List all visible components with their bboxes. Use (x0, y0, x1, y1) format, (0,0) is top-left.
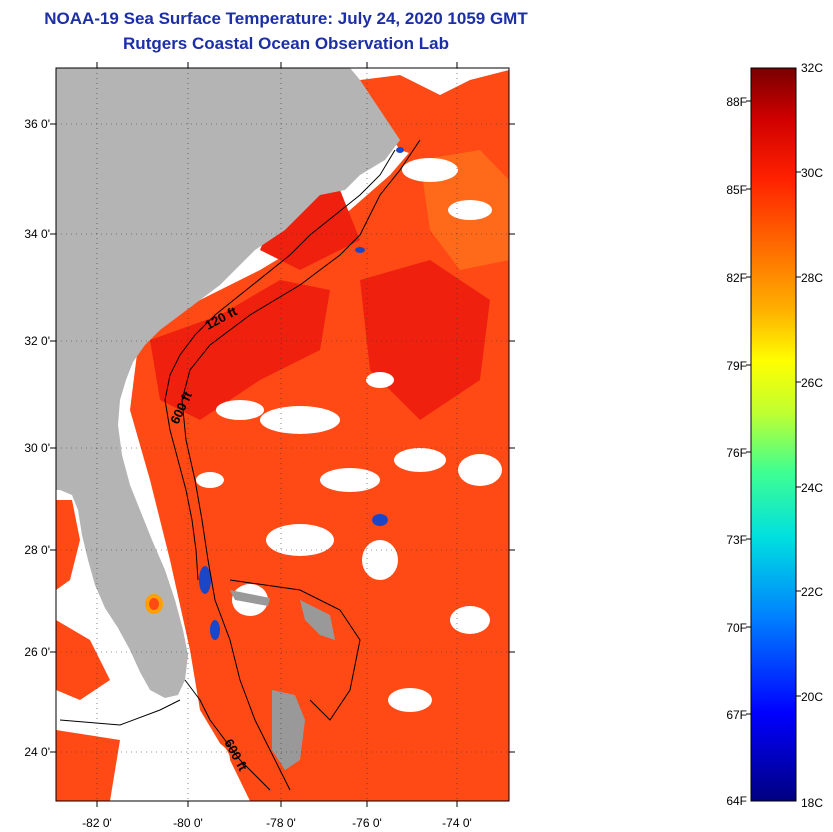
lat-label-32: 32 0' (24, 334, 50, 348)
lat-label-30: 30 0' (24, 441, 50, 455)
colorbar-label-28c: 28C (801, 271, 824, 285)
colorbar-label-18c: 18C (801, 796, 824, 810)
colorbar-label-64f: 64F (726, 794, 747, 808)
map-grid (56, 68, 509, 801)
map-subtitle: Rutgers Coastal Ocean Observation Lab (123, 34, 449, 53)
bathymetry-contours (59, 139, 421, 791)
colorbar-label-85f: 85F (726, 183, 747, 197)
colorbar-label-22c: 22C (801, 585, 824, 599)
lon-label-78: -78 0' (266, 816, 296, 830)
land-bahamas-abaco (300, 600, 335, 640)
colorbar-label-73f: 73F (726, 533, 747, 547)
colorbar-label-76f: 76F (726, 446, 747, 460)
colorbar-label-20c: 20C (801, 690, 824, 704)
colorbar-ticks (746, 100, 801, 715)
colorbar-label-70f: 70F (726, 621, 747, 635)
cloud-patches (170, 158, 502, 782)
cool-water-patches (199, 147, 404, 640)
land-mainland (56, 68, 400, 698)
lat-label-28: 28 0' (24, 543, 50, 557)
land-bahamas-grand (230, 590, 270, 606)
lat-label-36: 36 0' (24, 117, 50, 131)
lon-label-80: -80 0' (173, 816, 203, 830)
lon-label-74: -74 0' (442, 816, 472, 830)
lat-label-26: 26 0' (24, 645, 50, 659)
map-ticks (50, 62, 515, 807)
lon-label-76: -76 0' (352, 816, 382, 830)
colorbar-label-26c: 26C (801, 376, 824, 390)
temperature-colorbar (751, 68, 796, 801)
colorbar-label-67f: 67F (726, 708, 747, 722)
map-frame (55, 67, 510, 802)
colorbar-label-88f: 88F (726, 95, 747, 109)
map-title: NOAA-19 Sea Surface Temperature: July 24… (44, 9, 528, 28)
colorbar-label-82f: 82F (726, 271, 747, 285)
colorbar-label-79f: 79F (726, 359, 747, 373)
colorbar-label-30c: 30C (801, 166, 824, 180)
colorbar-label-32c: 32C (801, 61, 824, 75)
lon-label-82: -82 0' (82, 816, 112, 830)
colorbar-label-24c: 24C (801, 481, 824, 495)
lat-label-24: 24 0' (24, 745, 50, 759)
land-bahamas-andros (272, 690, 305, 770)
lat-label-34: 34 0' (24, 227, 50, 241)
